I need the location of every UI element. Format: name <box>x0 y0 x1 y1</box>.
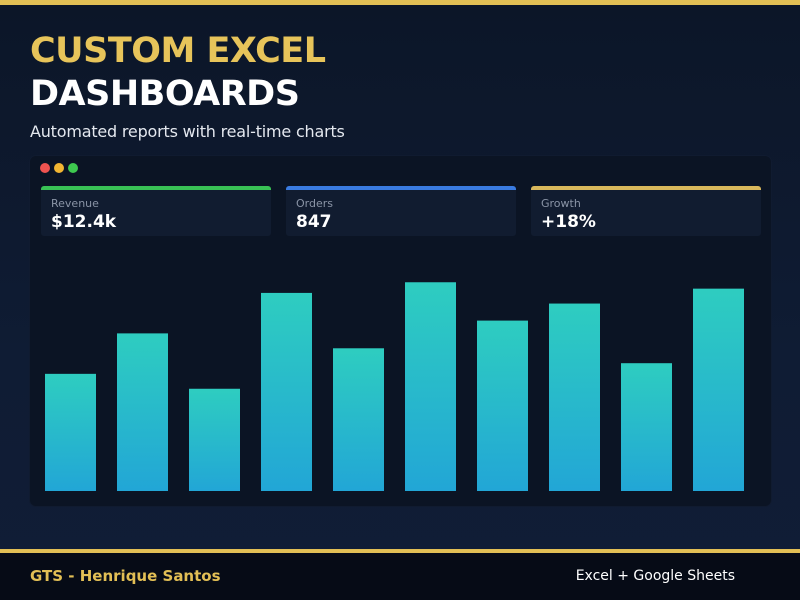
chart-bar-1 <box>45 373 96 491</box>
dashboard-window: Revenue $12.4k Orders 847 Growth +18% <box>30 156 771 506</box>
kpi-label: Orders <box>296 197 333 210</box>
footer-tools: Excel + Google Sheets <box>575 568 735 584</box>
chart-bar-4 <box>261 292 312 491</box>
kpi-card-growth: Growth +18% <box>531 186 761 236</box>
bar-chart <box>45 282 744 491</box>
window-maximize-dot-icon[interactable] <box>68 163 78 173</box>
kpi-card-orders: Orders 847 <box>286 186 516 236</box>
top-accent-bar <box>0 0 800 5</box>
kpi-accent-bar <box>41 186 271 190</box>
chart-bar-7 <box>477 320 528 491</box>
chart-bar-5 <box>333 348 384 491</box>
footer: GTS - Henrique Santos Excel + Google She… <box>0 549 800 600</box>
kpi-value: $12.4k <box>51 212 117 232</box>
chart-bar-6 <box>405 282 456 491</box>
kpi-accent-bar <box>531 186 761 190</box>
window-close-dot-icon[interactable] <box>40 163 50 173</box>
kpi-value: +18% <box>541 212 596 232</box>
kpi-label: Growth <box>541 197 581 210</box>
kpi-value: 847 <box>296 212 332 232</box>
kpi-label: Revenue <box>51 197 99 210</box>
chart-bar-10 <box>693 288 744 491</box>
subtitle: Automated reports with real-time charts <box>30 122 345 141</box>
footer-brand: GTS - Henrique Santos <box>30 567 221 585</box>
window-minimize-dot-icon[interactable] <box>54 163 64 173</box>
headline-line-1: CUSTOM EXCEL <box>30 31 326 71</box>
chart-bar-9 <box>621 363 672 491</box>
chart-bar-2 <box>117 333 168 491</box>
kpi-card-revenue: Revenue $12.4k <box>41 186 271 236</box>
chart-bar-8 <box>549 303 600 491</box>
chart-bar-3 <box>189 388 240 491</box>
kpi-accent-bar <box>286 186 516 190</box>
headline-line-2: DASHBOARDS <box>30 74 300 114</box>
